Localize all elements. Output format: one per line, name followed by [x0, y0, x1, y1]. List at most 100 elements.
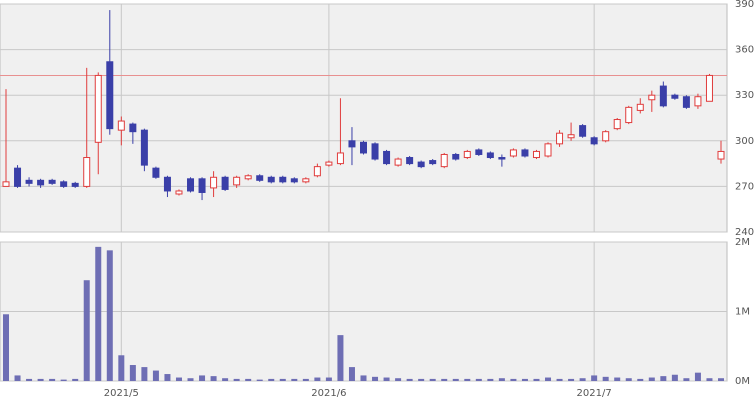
candle-body [417, 161, 425, 168]
volume-bar [418, 378, 425, 381]
volume-bar [406, 378, 413, 381]
volume-bar [60, 379, 67, 381]
y-tick-label: 2M [735, 237, 750, 248]
volume-bar [545, 377, 552, 381]
candle-body [544, 143, 552, 157]
volume-bar [291, 378, 298, 381]
volume-bar [325, 377, 332, 381]
candle-body [613, 119, 621, 130]
candle-body [25, 179, 33, 184]
candle-body [659, 85, 667, 107]
candle-body [406, 157, 414, 165]
volume-bar [49, 378, 56, 381]
candle-body [440, 153, 448, 168]
candle-body [463, 150, 471, 159]
volume-bar [648, 377, 655, 381]
volume-bar [395, 378, 402, 381]
candle-body [60, 181, 68, 187]
volume-bar [602, 376, 609, 381]
volume-bar [360, 375, 367, 381]
candle-body [2, 181, 10, 187]
volume-bar [464, 378, 471, 381]
volume-bar [302, 378, 309, 381]
volume-bar [164, 374, 171, 381]
volume-bar [475, 378, 482, 381]
volume-bar [83, 280, 90, 381]
candle-body [694, 96, 702, 107]
candle-body [394, 158, 402, 166]
candle-body [48, 179, 56, 184]
candle-body [175, 190, 183, 195]
y-tick-label: 1M [735, 307, 750, 318]
candle-body [233, 176, 241, 186]
candle-body [648, 94, 656, 101]
volume-bar [118, 355, 125, 381]
volume-bar [175, 377, 182, 381]
volume-bar [706, 378, 713, 381]
volume-bar [95, 246, 102, 381]
volume-bar [106, 250, 113, 381]
candle-body [383, 150, 391, 165]
y-tick-label: 240 [735, 227, 754, 238]
candle-body [486, 152, 494, 159]
volume-bar [383, 377, 390, 381]
candle-body [94, 74, 102, 143]
volume-bar [498, 378, 505, 381]
candle-body [210, 176, 218, 189]
y-tick-label: 330 [735, 90, 754, 101]
candle-body [509, 149, 517, 157]
volume-bar [614, 377, 621, 381]
candle-body [567, 134, 575, 139]
volume-bar [279, 378, 286, 381]
volume-bar [521, 378, 528, 381]
candle-body [625, 106, 633, 124]
candle-body [602, 131, 610, 142]
volume-bar [210, 376, 217, 381]
x-tick-label: 2021/6 [311, 388, 346, 399]
candle-body [117, 120, 125, 131]
volume-bar [14, 375, 21, 381]
candle-body [556, 132, 564, 145]
volume-bar [37, 378, 44, 381]
volume-bar [660, 376, 667, 381]
volume-bar [579, 378, 586, 381]
volume-bar [591, 375, 598, 381]
candle-body [256, 175, 264, 181]
candle-body [521, 149, 529, 157]
candle-body [705, 74, 713, 102]
volume-bar [245, 378, 252, 381]
candle-body [682, 96, 690, 108]
candle-body [37, 179, 45, 186]
candle-body [187, 178, 195, 192]
volume-bar [348, 367, 355, 381]
volume-bar [26, 378, 33, 381]
volume-bar [337, 335, 344, 381]
candle-body [14, 167, 22, 187]
candle-body [106, 61, 114, 130]
volume-bar [694, 372, 701, 381]
candle-body [579, 125, 587, 137]
volume-bar [452, 378, 459, 381]
candle-body [279, 176, 287, 183]
volume-bar [72, 378, 79, 381]
volume-bar [533, 378, 540, 381]
volume-bar [152, 370, 159, 381]
candle-body [336, 152, 344, 165]
volume-bar [314, 377, 321, 381]
candle-body [671, 94, 679, 99]
volume-bar [671, 374, 678, 381]
candle-body [371, 143, 379, 160]
volume-bar [222, 378, 229, 381]
candle-body [475, 149, 483, 155]
volume-bar [199, 375, 206, 381]
candle-body [152, 167, 160, 178]
candle-body [83, 157, 91, 187]
volume-bar [568, 378, 575, 381]
volume-bar [187, 378, 194, 381]
volume-bar [129, 365, 136, 381]
volume-bar [625, 378, 632, 381]
y-tick-label: 390 [735, 0, 754, 10]
y-tick-label: 360 [735, 45, 754, 56]
volume-bar [429, 378, 436, 381]
volume-bar [141, 367, 148, 381]
